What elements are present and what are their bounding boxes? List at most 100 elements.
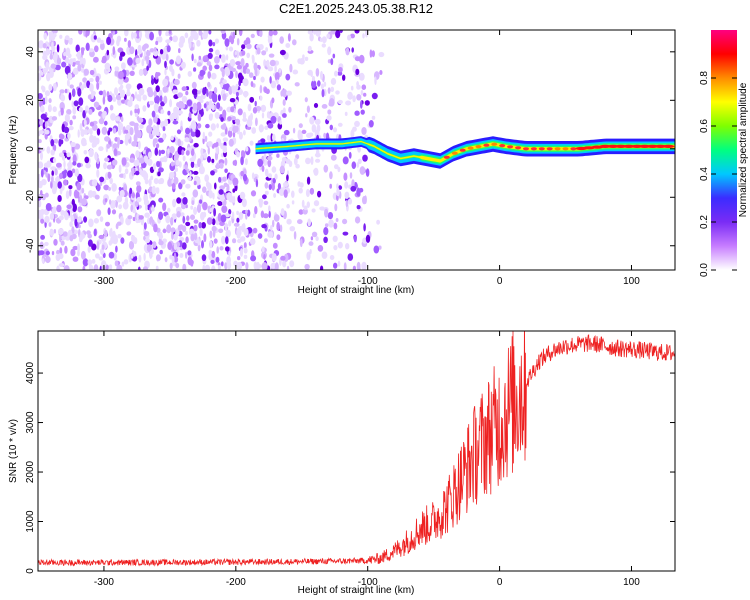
spectrogram-noise-blob	[78, 106, 84, 113]
spectrogram-noise-blob	[185, 150, 190, 156]
spectrogram-noise-blob	[124, 168, 129, 175]
spectrogram-noise-blob	[162, 202, 167, 212]
spectrogram-noise-blob	[133, 133, 138, 143]
spectrogram-noise-blob	[211, 218, 216, 226]
spectrogram-noise-blob	[222, 176, 227, 182]
spectrogram-noise-blob	[323, 227, 329, 236]
spectrogram-noise-blob	[134, 104, 140, 110]
spectrogram-noise-blob	[191, 53, 194, 62]
spectrogram-noise-blob	[83, 119, 87, 126]
spectrogram-noise-blob	[59, 247, 63, 255]
spectrogram-noise-blob	[102, 96, 106, 105]
spectrogram-noise-blob	[167, 241, 173, 251]
spectrogram-noise-blob	[180, 212, 185, 217]
snr-marks	[38, 331, 675, 567]
spectrogram-noise-blob	[189, 171, 192, 179]
spectrogram-noise-blob	[342, 231, 349, 236]
spectrogram-noise-blob	[220, 54, 226, 63]
spectrogram-noise-blob	[76, 182, 82, 191]
spectrogram-noise-blob	[132, 250, 137, 257]
spectrogram-noise-blob	[255, 178, 259, 188]
spectrogram-noise-blob	[266, 111, 270, 119]
spectrogram-noise-blob	[201, 254, 207, 262]
spectrogram-noise-blob	[282, 99, 286, 106]
spectrogram-noise-blob	[231, 211, 235, 220]
spectrogram-noise-blob	[203, 103, 207, 109]
spectrogram-noise-blob	[269, 59, 276, 67]
spectrogram-noise-blob	[309, 33, 314, 42]
spectrogram-noise-blob	[69, 119, 73, 126]
spectrogram-noise-blob	[228, 250, 231, 257]
spectrogram-noise-blob	[51, 175, 54, 183]
spectrogram-noise-blob	[146, 65, 149, 71]
spectrogram-noise-blob	[363, 223, 366, 232]
spectrogram-noise-blob	[73, 100, 79, 107]
spectrogram-noise-blob	[263, 254, 266, 260]
spectrogram-noise-blob	[40, 85, 45, 91]
spectrogram-noise-blob	[119, 51, 126, 57]
spectrogram-noise-blob	[326, 33, 331, 39]
spectrogram-noise-blob	[98, 90, 104, 96]
spectrogram-noise-blob	[329, 171, 333, 180]
spectrogram-noise-blob	[40, 105, 45, 113]
spectrogram-noise-blob	[240, 156, 244, 166]
spectrogram-noise-blob	[187, 256, 193, 266]
spectrogram-noise-blob	[93, 218, 99, 224]
spectrogram-noise-blob	[157, 36, 163, 43]
spectrogram-noise-blob	[252, 107, 258, 114]
spectrogram-noise-blob	[40, 168, 44, 178]
spectrogram-noise-blob	[142, 105, 147, 112]
spectrogram-noise-blob	[327, 87, 331, 94]
spectrogram-noise-blob	[330, 86, 335, 93]
spectrogram-noise-blob	[64, 65, 71, 75]
spectrogram-noise-blob	[68, 37, 73, 45]
spectrogram-noise-blob	[108, 186, 111, 191]
spectrogram-noise-blob	[159, 49, 164, 55]
spectrogram-noise-blob	[82, 258, 89, 267]
spectrogram-noise-blob	[180, 125, 183, 132]
spectrogram-noise-blob	[213, 142, 219, 148]
spectrogram-noise-blob	[153, 178, 159, 185]
spectrogram-noise-blob	[185, 236, 189, 244]
spectrogram-ytick-label: 0	[25, 146, 36, 152]
spectrogram-noise-blob	[96, 240, 100, 250]
spectrogram-noise-blob	[101, 126, 108, 135]
colorbar-tick-label: 0.8	[699, 71, 710, 85]
spectrogram-noise-blob	[66, 204, 72, 210]
spectrogram-noise-blob	[279, 165, 285, 174]
spectrogram-noise-blob	[272, 177, 276, 184]
spectrogram-noise-blob	[260, 76, 265, 83]
spectrogram-noise-blob	[123, 172, 126, 180]
spectrogram-noise-blob	[104, 157, 110, 162]
spectrogram-peak	[523, 147, 529, 151]
spectrogram-noise-blob	[228, 209, 232, 215]
spectrogram-noise-blob	[91, 91, 94, 100]
spectrogram-noise-blob	[199, 199, 203, 204]
spectrogram-noise-blob	[234, 125, 239, 133]
spectrogram-noise-blob	[155, 40, 159, 46]
spectrogram-noise-blob	[356, 205, 361, 210]
spectrogram-noise-blob	[166, 45, 171, 53]
spectrogram-noise-blob	[181, 149, 185, 156]
spectrogram-noise-blob	[159, 157, 166, 163]
spectrogram-noise-blob	[250, 112, 253, 121]
spectrogram-noise-blob	[241, 198, 247, 208]
spectrogram-noise-blob	[117, 233, 122, 239]
spectrogram-noise-blob	[41, 193, 46, 201]
spectrogram-noise-blob	[250, 255, 257, 262]
spectrogram-noise-blob	[179, 253, 184, 258]
spectrogram-noise-blob	[38, 73, 42, 82]
spectrogram-noise-blob	[38, 200, 42, 208]
spectrogram-noise-blob	[86, 80, 91, 89]
spectrogram-noise-blob	[78, 97, 84, 106]
spectrogram-noise-blob	[149, 31, 155, 41]
spectrogram-ytick-label: 20	[25, 94, 36, 106]
spectrogram-noise-blob	[282, 89, 288, 98]
spectrogram-noise-blob	[243, 254, 248, 259]
spectrogram-noise-blob	[118, 122, 124, 131]
spectrogram-noise-blob	[263, 213, 269, 219]
spectrogram-noise-blob	[173, 171, 177, 179]
spectrogram-noise-blob	[174, 167, 178, 172]
spectrogram-noise-blob	[311, 231, 318, 238]
